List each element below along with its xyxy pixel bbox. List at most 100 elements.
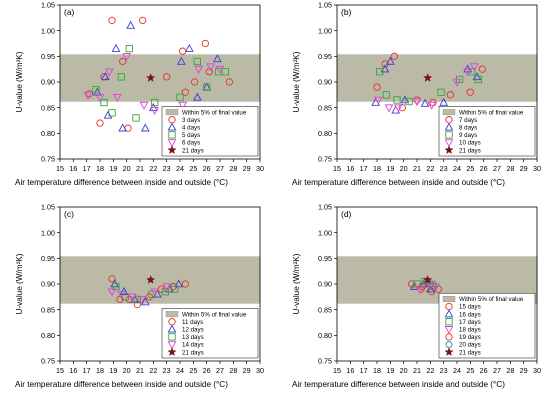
x-tick-label: 17 <box>360 366 368 375</box>
data-point <box>376 68 384 76</box>
legend-marker <box>167 139 177 148</box>
y-axis-label: U-value (W/m²K) <box>15 253 24 314</box>
data-point <box>92 86 100 94</box>
y-tick-label: 0.95 <box>41 254 55 263</box>
x-tick-label: 16 <box>69 164 77 173</box>
legend-label: 12 days <box>182 327 204 334</box>
data-point <box>201 39 209 48</box>
data-point <box>478 65 486 73</box>
x-tick-label: 27 <box>216 164 224 173</box>
data-point <box>176 93 184 102</box>
legend-label: 21 days <box>182 147 204 154</box>
legend-swatch-band <box>165 311 179 318</box>
data-point <box>139 16 147 25</box>
data-point <box>181 280 189 288</box>
legend-label: Within 5% of final value <box>182 311 247 318</box>
x-tick-label: 18 <box>373 164 381 173</box>
legend-marker <box>444 309 454 318</box>
x-tick-label: 26 <box>480 366 488 375</box>
x-tick-label: 19 <box>386 164 394 173</box>
legend-marker <box>167 341 177 350</box>
x-tick-label: 15 <box>56 366 64 375</box>
data-point <box>126 20 136 29</box>
data-point <box>112 282 120 291</box>
data-point <box>469 63 479 72</box>
legend-marker <box>444 122 454 131</box>
x-tick-label: 17 <box>360 164 368 173</box>
data-point <box>400 95 410 104</box>
x-tick-label: 24 <box>453 164 461 173</box>
data-point <box>111 43 121 52</box>
data-point <box>171 285 179 293</box>
x-tick-label: 30 <box>256 164 264 173</box>
data-point <box>181 88 189 96</box>
x-tick-label: 22 <box>426 164 434 173</box>
data-point <box>420 98 430 107</box>
y-axis-label: U-value (W/m²K) <box>292 253 301 314</box>
legend-marker <box>444 145 454 155</box>
y-axis-label: U-value (W/m²K) <box>292 51 301 112</box>
data-point <box>193 57 201 66</box>
data-point <box>139 101 149 110</box>
tolerance-band <box>336 54 538 102</box>
y-tick-label: 1.00 <box>318 26 332 35</box>
y-tick-label: 1.05 <box>41 1 55 10</box>
data-point <box>95 94 105 103</box>
y-tick-label: 0.75 <box>41 357 55 366</box>
legend-label: 7 days <box>459 117 477 124</box>
data-point <box>176 56 186 65</box>
x-tick-label: 28 <box>506 366 514 375</box>
legend-label: 21 days <box>459 349 481 356</box>
y-tick-label: 0.75 <box>41 155 55 164</box>
legend-label: 19 days <box>459 334 481 341</box>
legend-swatch-band <box>165 109 179 116</box>
data-point <box>191 78 199 86</box>
x-tick-label: 16 <box>346 366 354 375</box>
legend-marker <box>168 131 176 139</box>
x-tick-label: 16 <box>346 164 354 173</box>
data-point <box>108 275 116 283</box>
legend-marker <box>168 333 176 341</box>
x-tick-label: 24 <box>176 366 184 375</box>
panel-label: (d) <box>341 209 352 219</box>
x-tick-label: 22 <box>426 366 434 375</box>
legend-marker <box>444 326 454 335</box>
data-point <box>179 47 187 55</box>
x-tick-label: 26 <box>203 164 211 173</box>
x-tick-label: 24 <box>176 164 184 173</box>
x-tick-label: 29 <box>243 164 251 173</box>
x-tick-label: 29 <box>520 164 528 173</box>
y-tick-label: 0.90 <box>318 280 332 289</box>
legend-label: 6 days <box>182 140 200 147</box>
x-axis-label: Air temperature difference between insid… <box>15 178 228 187</box>
x-tick-label: 27 <box>216 366 224 375</box>
panel-label: (b) <box>341 7 352 17</box>
data-point <box>132 114 140 122</box>
data-point <box>150 106 160 115</box>
data-point <box>452 78 462 87</box>
chart-panel-b: 15 16 17 18 19 20 21 22 23 24 25 26 27 28 29 30 0.75 0.80… <box>292 1 541 187</box>
x-tick-label: 30 <box>533 366 541 375</box>
legend-box <box>438 292 536 359</box>
x-tick-label: 20 <box>400 164 408 173</box>
data-point <box>412 98 422 107</box>
x-tick-label: 18 <box>96 164 104 173</box>
y-tick-label: 0.90 <box>41 280 55 289</box>
x-tick-label: 23 <box>440 366 448 375</box>
y-tick-label: 0.75 <box>318 357 332 366</box>
y-tick-label: 1.05 <box>41 203 55 212</box>
x-tick-label: 18 <box>96 366 104 375</box>
series-5-days <box>92 44 229 122</box>
legend-label: 11 days <box>182 319 203 326</box>
data-point <box>151 98 159 107</box>
data-point <box>119 57 127 66</box>
legend-marker <box>445 318 453 326</box>
data-point <box>108 16 116 25</box>
data-point <box>446 91 454 99</box>
legend-marker <box>444 139 454 148</box>
data-point <box>212 54 222 63</box>
data-point <box>194 65 204 74</box>
data-point <box>118 123 128 132</box>
data-point <box>425 284 435 293</box>
